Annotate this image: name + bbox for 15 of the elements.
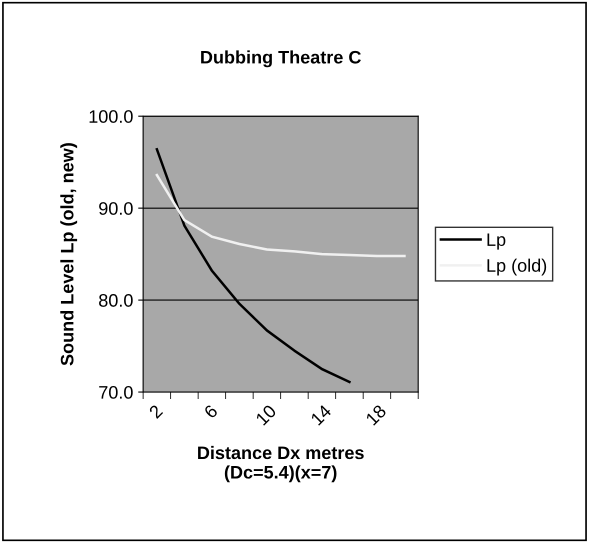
line-series [156, 174, 406, 258]
x-tick-label: 10 [255, 404, 277, 426]
chart-title: Dubbing Theatre C [201, 50, 361, 68]
y-tick-label: 90.0 [99, 202, 133, 215]
legend-label: Lp [488, 233, 506, 250]
x-axis-title: Distance Dx metres (Dc=5.4)(x=7) [198, 446, 364, 482]
x-tick-label: 6 [203, 404, 218, 419]
legend-label: Lp (old) [488, 258, 546, 276]
x-tick-label: 2 [148, 404, 164, 419]
y-tick-label: 80.0 [99, 294, 133, 307]
y-tick-label: 70.0 [99, 386, 133, 399]
y-tick-label: 100.0 [90, 110, 133, 123]
x-tick-label: 18 [365, 404, 387, 426]
y-axis-title: Sound Level Lp (old, new) [60, 143, 78, 366]
x-tick-label: 14 [310, 404, 332, 426]
